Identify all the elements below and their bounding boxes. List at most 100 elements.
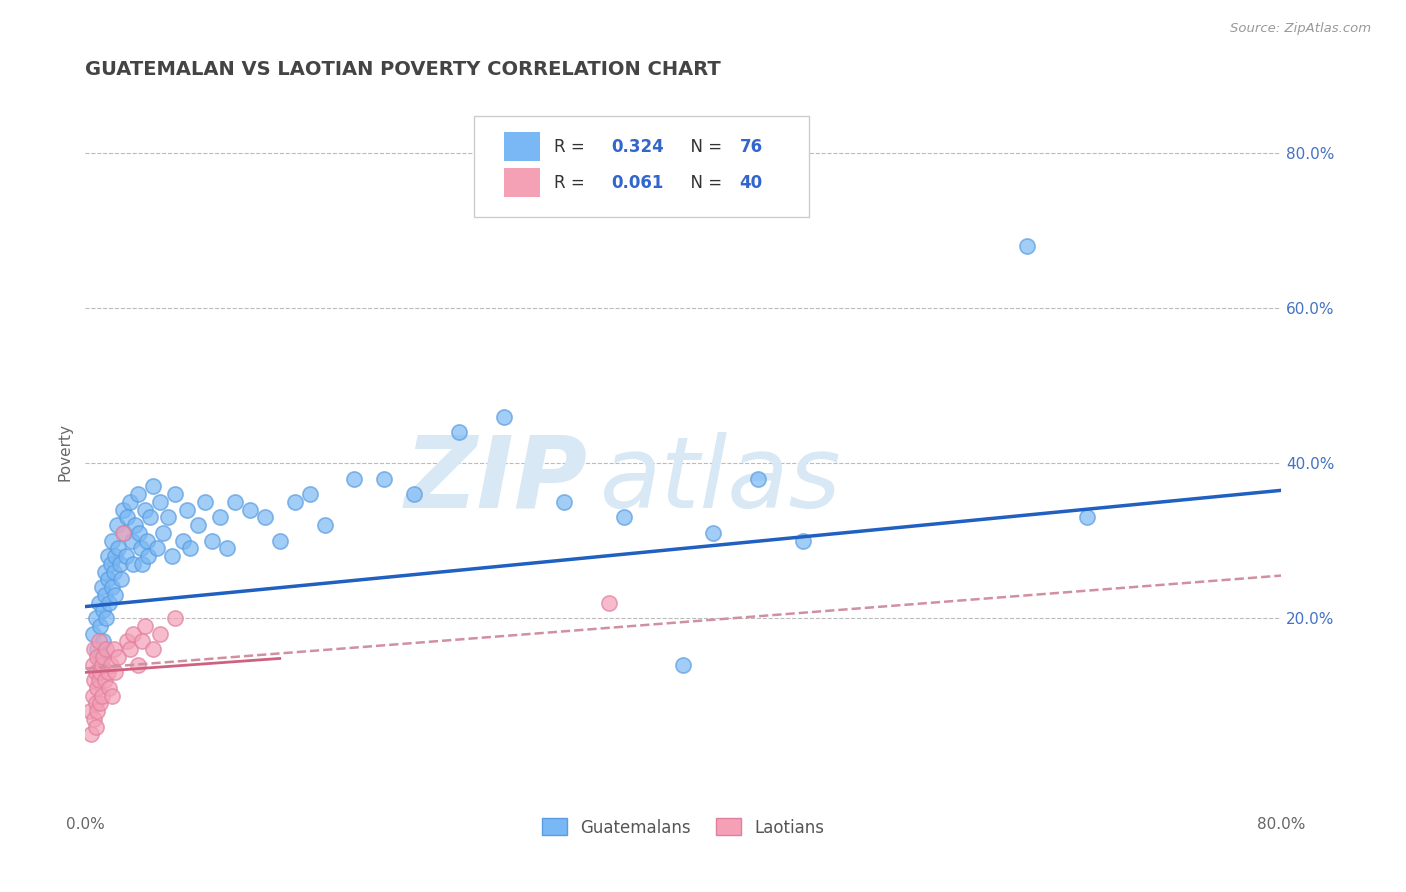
Point [122,557,145,571]
Point [598,596,620,610]
Point [89,697,111,711]
Point [84,611,107,625]
Point [104,588,127,602]
Point [553,495,575,509]
Legend: Guatemalans, Laotians: Guatemalans, Laotians [536,812,831,843]
Text: 0.061: 0.061 [612,174,664,192]
Point [134,619,156,633]
Point [253,510,276,524]
Point [94,565,117,579]
Point [98,596,121,610]
Point [97,573,120,587]
Point [97,549,120,564]
Point [91,634,114,648]
Point [86,704,108,718]
Point [149,495,172,509]
Point [89,665,111,680]
Point [97,665,120,680]
Point [115,634,138,648]
Point [131,557,153,571]
Point [239,502,262,516]
Point [120,642,142,657]
Point [96,642,118,657]
Point [747,472,769,486]
Point [160,549,183,564]
Point [135,533,157,548]
Point [142,642,165,657]
Point [224,495,246,509]
Point [84,720,107,734]
Text: R =: R = [554,174,591,192]
Point [90,580,112,594]
Text: 76: 76 [740,137,762,156]
Text: R =: R = [554,137,591,156]
Point [314,518,336,533]
Point [82,689,104,703]
Point [343,472,366,486]
Point [186,518,208,533]
Point [165,611,187,625]
Point [702,525,724,540]
Point [94,588,117,602]
Point [373,472,395,486]
Point [91,603,114,617]
Point [100,657,122,672]
Point [80,727,103,741]
Point [156,510,179,524]
Point [86,642,108,657]
Point [100,557,122,571]
Point [89,619,111,633]
Point [82,657,104,672]
Point [87,673,110,688]
Point [172,533,194,548]
Point [108,557,131,571]
Point [94,673,117,688]
Text: Source: ZipAtlas.com: Source: ZipAtlas.com [1230,22,1371,36]
Point [107,649,129,664]
Point [101,533,124,548]
Text: 40: 40 [740,174,762,192]
Point [127,657,149,672]
Point [107,541,129,556]
Point [82,626,104,640]
Point [84,697,107,711]
Point [129,541,152,556]
Point [217,541,239,556]
Point [83,673,105,688]
Point [179,541,201,556]
Point [492,409,515,424]
Point [115,510,138,524]
Point [269,533,291,548]
Y-axis label: Poverty: Poverty [58,423,72,481]
Text: N =: N = [679,137,727,156]
Point [114,549,136,564]
Point [104,549,127,564]
Bar [503,132,540,161]
Point [98,681,121,695]
Point [96,611,118,625]
Point [103,642,125,657]
Point [134,502,156,516]
Point [83,712,105,726]
Point [122,626,145,640]
Point [111,502,134,516]
Point [127,487,149,501]
Point [613,510,636,524]
Point [120,495,142,509]
Point [83,642,105,657]
Point [89,649,111,664]
Text: N =: N = [679,174,727,192]
Point [128,525,150,540]
Point [165,487,187,501]
Point [121,533,143,548]
Point [111,525,134,540]
Point [138,510,160,524]
Point [124,518,146,533]
Point [86,649,108,664]
Point [298,487,321,501]
Point [284,495,307,509]
Point [149,626,172,640]
Point [101,689,124,703]
Point [201,533,224,548]
Point [146,541,169,556]
